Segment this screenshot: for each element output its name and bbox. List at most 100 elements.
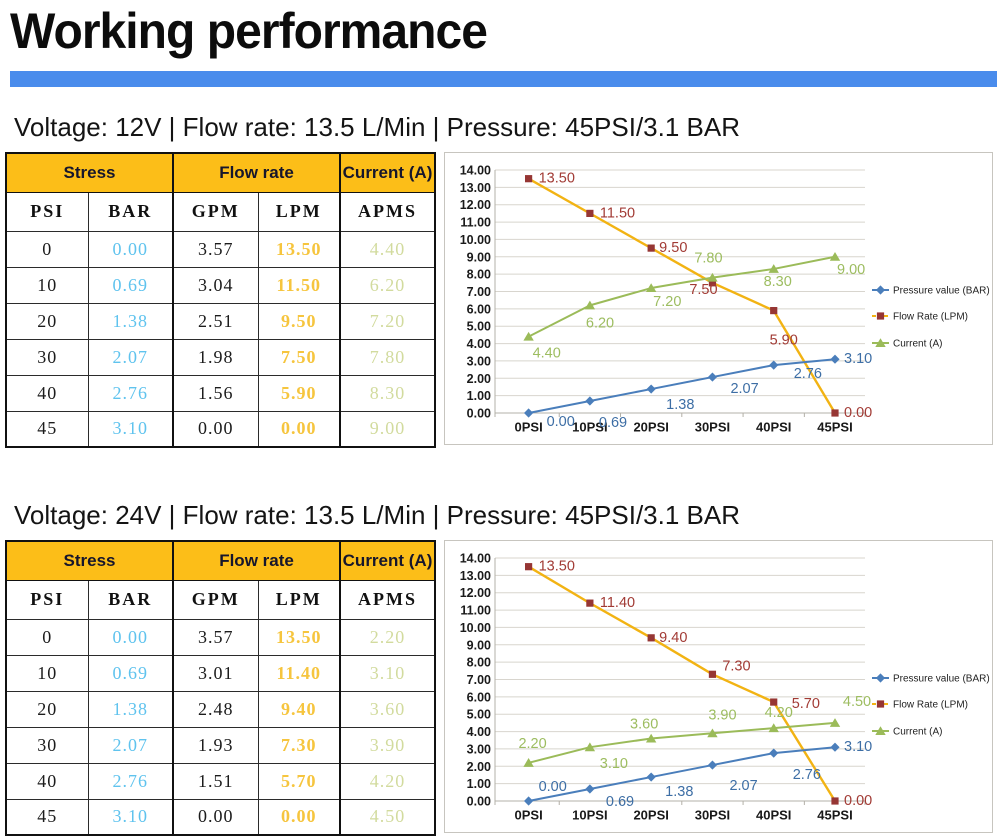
group-header-current: Current (A) [339,540,436,581]
svg-text:30PSI: 30PSI [695,420,730,435]
svg-text:2.76: 2.76 [794,366,822,382]
section-24v: Voltage: 24V | Flow rate: 13.5 L/Min | P… [0,500,997,836]
table-cell: 2.07 [87,338,175,376]
svg-text:11.00: 11.00 [460,216,491,230]
svg-text:Current (A): Current (A) [893,727,942,738]
x-axis-labels: 0PSI 10PSI 20PSI 30PSI 40PSI 45PSI [515,808,853,823]
col-header-psi: PSI [5,191,89,232]
table-cell: 1.51 [172,762,259,800]
svg-text:0PSI: 0PSI [515,808,543,823]
svg-text:0.00: 0.00 [467,407,491,421]
col-header-psi: PSI [5,579,89,620]
table-cell: 45 [5,798,89,836]
svg-text:45PSI: 45PSI [817,420,852,435]
table-row: 0 0.00 3.57 13.50 4.40 [5,230,436,268]
series-1-data-labels: 13.50 11.40 9.40 7.30 5.70 0.00 [539,559,873,809]
table-cell: 0 [5,230,89,268]
svg-text:2.07: 2.07 [729,778,757,794]
svg-text:10PSI: 10PSI [572,420,607,435]
table-cell: 0.00 [172,410,259,448]
table-cell: 3.60 [339,690,436,728]
col-header-lpm: LPM [257,579,342,620]
chart-legend: Pressure value (BAR) Flow Rate (LPM) Curre… [872,673,990,738]
table-cell: 2.48 [172,690,259,728]
table-cell: 1.56 [172,374,259,412]
svg-text:13.50: 13.50 [539,559,575,575]
table-cell: 7.20 [339,302,436,340]
y-axis-labels: 0.00 1.00 2.00 3.00 4.00 5.00 6.00 7.00 8.00 9.00… [460,164,491,421]
table-cell: 13.50 [257,230,342,268]
table-cell: 30 [5,338,89,376]
svg-text:6.00: 6.00 [467,690,491,704]
svg-text:2.00: 2.00 [467,372,491,386]
table-cell: 10 [5,654,89,692]
table-cell: 7.80 [339,338,436,376]
group-header-flow-rate: Flow rate [172,152,342,193]
svg-text:3.10: 3.10 [600,756,628,772]
chart-legend: Pressure value (BAR) Flow Rate (LPM) Curre… [872,285,990,350]
svg-text:40PSI: 40PSI [756,808,791,823]
svg-text:0.00: 0.00 [844,405,872,421]
performance-chart-24v: 0.00 1.00 2.00 3.00 4.00 5.00 6.00 7.00 8.00 9.00… [444,540,994,833]
table-cell: 7.50 [257,338,342,376]
series-1-line [528,177,837,414]
table-row: 40 2.76 1.51 5.70 4.20 [5,762,436,800]
series-2-markers [523,718,841,767]
svg-text:10.00: 10.00 [460,233,491,247]
svg-text:1.00: 1.00 [467,777,491,791]
table-cell: 2.76 [87,762,175,800]
table-row: 30 2.07 1.93 7.30 3.90 [5,726,436,764]
svg-text:6.20: 6.20 [586,315,614,331]
table-cell: 6.20 [339,266,436,304]
gridlines [495,557,866,785]
table-cell: 2.07 [87,726,175,764]
svg-text:0.00: 0.00 [547,414,575,430]
series-0-line [528,358,836,414]
svg-text:1.38: 1.38 [665,784,693,800]
col-header-apms: APMS [339,191,436,232]
svg-text:7.30: 7.30 [722,658,750,674]
svg-text:13.00: 13.00 [460,569,491,583]
svg-text:0.69: 0.69 [599,415,627,431]
svg-text:5.00: 5.00 [467,708,491,722]
svg-text:4.40: 4.40 [533,346,561,362]
blue-divider-bar [10,71,997,87]
svg-text:7.20: 7.20 [653,294,681,310]
table-cell: 5.70 [257,762,342,800]
table-cell: 2.20 [339,618,436,656]
table-cell: 0.00 [87,230,175,268]
page-title: Working performance [10,3,488,59]
svg-text:3.60: 3.60 [630,717,658,733]
chart-svg: 0.00 1.00 2.00 3.00 4.00 5.00 6.00 7.00 8.00 9.00… [460,164,990,435]
svg-text:13.50: 13.50 [539,171,575,187]
table-cell: 0.69 [87,266,175,304]
table-cell: 0.00 [172,798,259,836]
svg-text:14.00: 14.00 [460,164,491,178]
gridlines [495,169,866,397]
series-2-data-labels: 2.20 3.10 3.60 3.90 4.20 4.50 [518,694,871,772]
table-cell: 4.50 [339,798,436,836]
col-header-bar: BAR [87,191,175,232]
table-cell: 40 [5,374,89,412]
svg-text:4.50: 4.50 [843,694,871,710]
table-cell: 3.10 [87,410,175,448]
svg-text:0.00: 0.00 [539,779,567,795]
axes [494,170,866,417]
table-cell: 2.76 [87,374,175,412]
svg-text:2.00: 2.00 [467,760,491,774]
svg-text:10PSI: 10PSI [572,808,607,823]
svg-text:11.40: 11.40 [600,595,635,611]
table-row: 10 0.69 3.04 11.50 6.20 [5,266,436,304]
table-cell: 0 [5,618,89,656]
svg-text:9.00: 9.00 [467,250,491,264]
table-cell: 2.51 [172,302,259,340]
svg-text:30PSI: 30PSI [695,808,730,823]
table-cell: 1.38 [87,690,175,728]
svg-text:3.00: 3.00 [467,354,491,368]
performance-table-24v: Stress Flow rate Current (A) PSI BAR GPM… [5,540,437,836]
series-2-markers [523,251,841,341]
table-cell: 4.20 [339,762,436,800]
svg-text:45PSI: 45PSI [817,808,852,823]
table-cell: 3.10 [87,798,175,836]
table-cell: 13.50 [257,618,342,656]
